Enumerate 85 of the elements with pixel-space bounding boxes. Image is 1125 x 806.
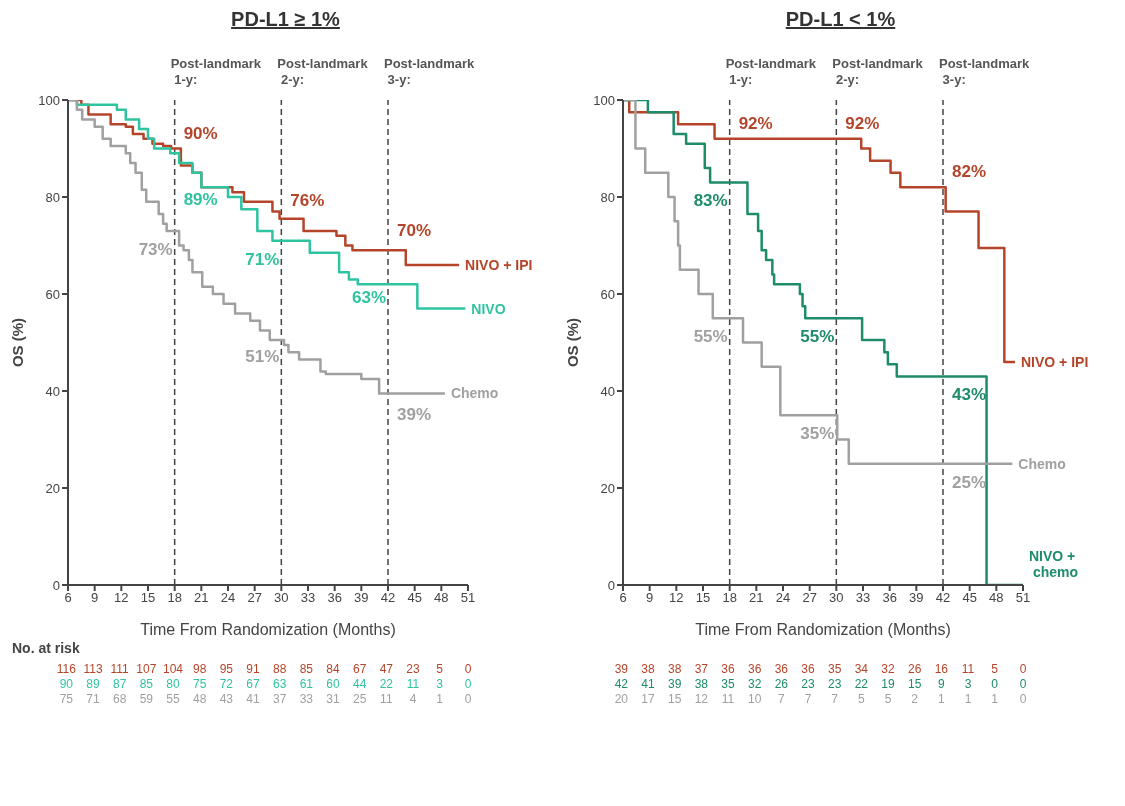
y-tick-label: 20	[45, 480, 60, 496]
x-tick-label: 24	[775, 590, 791, 606]
x-tick-label: 18	[722, 590, 737, 606]
y-axis-title: OS (%)	[564, 317, 582, 368]
x-tick-label: 12	[669, 590, 684, 606]
ref-line-label: Post-landmark 3-y:	[384, 56, 476, 87]
annotation: 39%	[397, 404, 432, 424]
annotation: 51%	[245, 346, 280, 366]
x-tick-label: 21	[749, 590, 764, 606]
x-tick-label: 9	[91, 590, 99, 606]
x-tick-label: 48	[434, 590, 449, 606]
x-tick-label: 45	[407, 590, 422, 606]
y-tick-label: 80	[45, 189, 60, 205]
y-tick-label: 100	[38, 92, 60, 108]
annotation: 76%	[290, 191, 325, 211]
text: 20 17 15 12 11 10 7 7 7 5 5 2 1 1 1 0	[614, 692, 1027, 706]
y-tick-label: 100	[593, 92, 615, 108]
y-tick-label: 60	[45, 286, 60, 302]
annotation: 71%	[245, 249, 280, 269]
x-tick-label: 51	[1015, 590, 1031, 606]
chart-title: PD-L1 < 1%	[784, 8, 897, 32]
x-tick-label: 30	[274, 590, 289, 606]
annotation: 73%	[138, 239, 173, 259]
x-tick-label: 33	[300, 590, 316, 606]
x-tick-label: 42	[935, 590, 951, 606]
series-label: Chemo	[450, 385, 499, 402]
x-tick-label: 48	[989, 590, 1004, 606]
x-tick-label: 51	[460, 590, 476, 606]
ref-line-label: Post-landmark 1-y:	[170, 56, 262, 87]
series-label: NIVO + IPI	[465, 256, 533, 273]
x-tick-label: 18	[167, 590, 182, 606]
series-label: NIVO	[471, 300, 506, 317]
annotation: 55%	[800, 327, 835, 347]
x-tick-label: 6	[64, 590, 72, 606]
x-tick-label: 12	[114, 590, 129, 606]
x-axis-title: Time From Randomization (Months)	[140, 621, 396, 638]
chart-title: PD-L1 ≥ 1%	[230, 8, 341, 32]
annotation: 92%	[845, 113, 880, 133]
x-tick-label: 27	[802, 590, 817, 606]
x-tick-label: 24	[220, 590, 236, 606]
text: 42 41 39 38 35 32 26 23 23 22 19 15 9 3 0 0	[614, 677, 1027, 691]
series-label: NIVO + IPI	[1021, 353, 1089, 370]
annotation: 55%	[693, 327, 728, 347]
annotation: 89%	[183, 190, 218, 210]
ref-line-label: Post-landmark 2-y:	[832, 56, 924, 87]
x-tick-label: 45	[962, 590, 977, 606]
ref-line-label: Post-landmark 2-y:	[277, 56, 369, 87]
x-tick-label: 27	[247, 590, 262, 606]
annotation: 83%	[693, 191, 728, 211]
x-tick-label: 33	[855, 590, 871, 606]
series-label: Chemo	[1018, 455, 1066, 472]
y-axis-title: OS (%)	[9, 317, 27, 368]
annotation: 90%	[183, 123, 218, 143]
x-tick-label: 36	[327, 590, 342, 606]
annotation: 63%	[352, 288, 387, 308]
text: 75 71 68 59 55 48 43 41 37 33 31 25 11 4 1 0	[59, 692, 472, 706]
x-tick-label: 36	[882, 590, 897, 606]
text: No. at risk	[12, 640, 80, 656]
y-tick-label: 0	[607, 577, 615, 593]
x-tick-label: 21	[194, 590, 209, 606]
x-tick-label: 6	[619, 590, 627, 606]
text: 116 113 111 107 104 98 95 91 88 85 84 67 47 23 5 0	[56, 662, 472, 676]
annotation: 92%	[738, 113, 773, 133]
y-tick-label: 0	[52, 577, 60, 593]
x-axis-title: Time From Randomization (Months)	[695, 621, 951, 638]
x-tick-label: 15	[695, 590, 711, 606]
y-tick-label: 60	[600, 286, 615, 302]
x-tick-label: 42	[380, 590, 396, 606]
y-tick-label: 40	[45, 383, 60, 399]
y-tick-label: 20	[600, 480, 615, 496]
y-tick-label: 40	[600, 383, 615, 399]
annotation: 82%	[952, 162, 987, 182]
x-tick-label: 9	[646, 590, 654, 606]
ref-line-label: Post-landmark 3-y:	[939, 56, 1031, 87]
x-tick-label: 30	[829, 590, 844, 606]
y-tick-label: 80	[600, 189, 615, 205]
annotation: 70%	[397, 220, 432, 240]
text: 90 89 87 85 80 75 72 67 63 61 60 44 22 11 3 0	[59, 677, 472, 691]
x-tick-label: 15	[140, 590, 156, 606]
ref-line-label: Post-landmark 1-y:	[725, 56, 817, 87]
series-label: NIVO + chemo	[1029, 548, 1079, 580]
x-tick-label: 39	[354, 590, 369, 606]
x-tick-label: 39	[909, 590, 924, 606]
annotation: 35%	[800, 424, 835, 444]
text: 39 38 38 37 36 36 36 36 35 34 32 26 16 11 5 0	[614, 662, 1027, 676]
